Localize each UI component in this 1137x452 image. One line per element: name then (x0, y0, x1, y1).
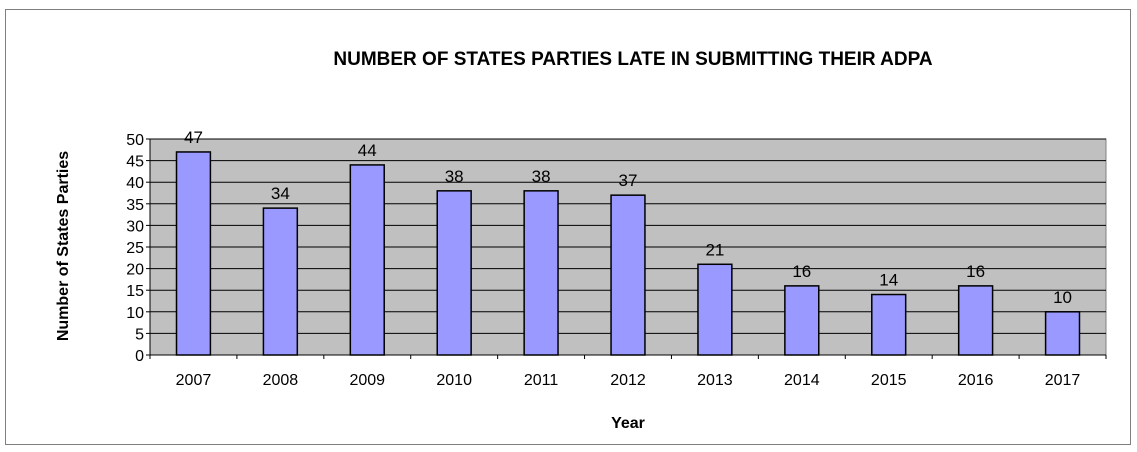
y-tick-label: 5 (135, 326, 144, 343)
data-label-2011: 38 (532, 167, 551, 186)
data-label-2016: 16 (966, 262, 985, 281)
bar-2013 (697, 263, 733, 356)
data-label-2007: 47 (184, 128, 203, 147)
x-tick-label-2009: 2009 (349, 372, 385, 389)
bar-2008 (262, 207, 299, 356)
data-label-2012: 37 (619, 171, 638, 190)
bar-2012 (610, 194, 646, 356)
y-tick-label: 0 (135, 348, 144, 365)
data-label-2008: 34 (271, 184, 290, 203)
x-tick-label-2008: 2008 (263, 372, 299, 389)
x-tick-label-2014: 2014 (784, 372, 820, 389)
x-tick-labels: 2007 2008 2009 2010 2011 2012 2013 2014 2015 2016… (149, 355, 1107, 389)
x-tick-label-2016: 2016 (958, 372, 994, 389)
y-tick-label: 30 (126, 218, 144, 235)
data-label-2009: 44 (358, 141, 377, 160)
x-tick-label-2011: 2011 (524, 372, 559, 389)
y-tick-label: 35 (126, 197, 144, 214)
x-tick-label-2013: 2013 (697, 372, 733, 389)
x-tick-label-2015: 2015 (871, 372, 907, 389)
y-tick-label: 25 (126, 240, 144, 257)
bar-2015 (871, 293, 907, 356)
y-tick-label: 45 (126, 154, 144, 171)
y-axis-title: Number of States Parties (55, 151, 72, 341)
data-label-2015: 14 (879, 271, 898, 290)
bar-2011 (523, 190, 559, 356)
x-tick-label-2017: 2017 (1045, 372, 1081, 389)
data-label-2013: 21 (705, 240, 724, 259)
bars (175, 151, 1081, 356)
bar-2017 (1044, 311, 1081, 356)
data-label-2010: 38 (445, 167, 464, 186)
x-axis-title: Year (611, 415, 645, 432)
data-labels: 47 34 44 38 38 37 21 16 14 16 10 (184, 128, 1072, 307)
bar-2009 (349, 164, 385, 356)
chart-title: NUMBER OF STATES PARTIES LATE IN SUBMITT… (333, 49, 932, 70)
y-tick-label: 40 (126, 175, 144, 192)
data-label-2014: 16 (792, 262, 811, 281)
bar-2007 (175, 151, 212, 356)
bar-2010 (436, 190, 472, 356)
y-tick-label: 50 (126, 132, 144, 149)
x-tick-label-2007: 2007 (176, 372, 212, 389)
y-tick-label: 20 (126, 262, 144, 279)
y-tick-label: 10 (126, 305, 144, 322)
bar-2014 (784, 285, 820, 356)
x-tick-label-2012: 2012 (610, 372, 646, 389)
x-tick-label-2010: 2010 (436, 372, 472, 389)
y-tick-label: 15 (126, 283, 144, 300)
bar-2016 (957, 285, 994, 356)
y-tick-labels: 0 5 10 15 20 25 30 35 40 45 50 (126, 132, 150, 365)
data-label-2017: 10 (1053, 288, 1072, 307)
